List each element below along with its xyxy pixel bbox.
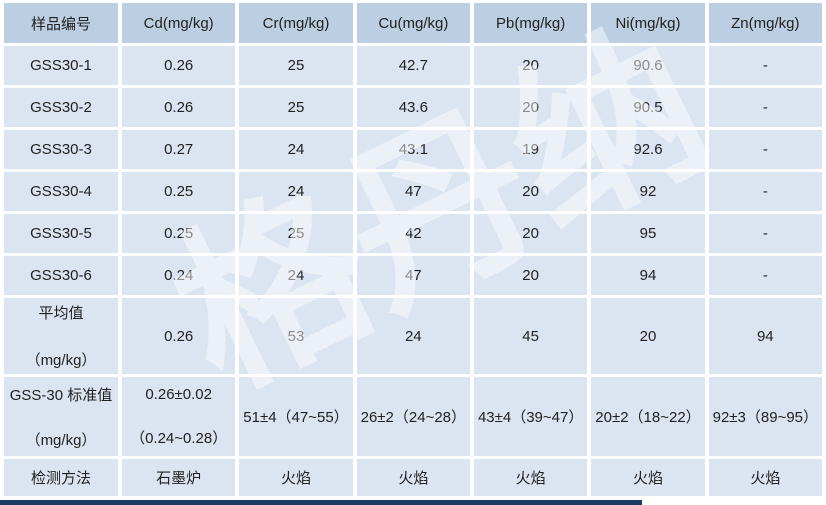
cell-zn: - (708, 46, 822, 85)
cell-pb: 20 (473, 172, 588, 211)
table-row-gss30-6: GSS30-6 0.24 24 47 20 94 - (4, 256, 822, 295)
cell-cr: 24 (239, 130, 353, 169)
row-label-cell: GSS-30 标准值 （mg/kg） (4, 377, 118, 456)
cell-cu: 24 (356, 298, 470, 374)
column-header-cd: Cd(mg/kg) (122, 3, 236, 43)
cell-zn: 94 (708, 298, 822, 374)
row-label-cell: GSS30-2 (4, 88, 118, 127)
std-label-line1: GSS-30 标准值 (9, 386, 113, 404)
column-header-zn: Zn(mg/kg) (708, 3, 822, 43)
cell-zn: - (708, 256, 822, 295)
row-label-cell: GSS30-4 (4, 172, 118, 211)
cell-cd: 0.25 (122, 214, 236, 253)
cell-cd: 0.27 (122, 130, 236, 169)
cell-pb: 20 (473, 46, 588, 85)
cell-ni: 20 (591, 298, 705, 374)
cell-cu: 26±2（24~28） (356, 377, 470, 456)
table-row-gss30-3: GSS30-3 0.27 24 43.1 19 92.6 - (4, 130, 822, 169)
cell-cr: 53 (239, 298, 353, 374)
cell-ni: 92.6 (591, 130, 705, 169)
row-label-cell: 检测方法 (4, 459, 118, 496)
cell-cu: 47 (356, 172, 470, 211)
cell-cr: 51±4（47~55） (239, 377, 353, 456)
cell-cu: 43.6 (356, 88, 470, 127)
cell-cu: 43.1 (356, 130, 470, 169)
avg-label-line2: （mg/kg） (25, 352, 97, 369)
cell-zn: - (708, 214, 822, 253)
cell-cr: 25 (239, 88, 353, 127)
cell-cd: 0.26±0.02 （0.24~0.28） (122, 377, 236, 456)
table-row-standard-value: GSS-30 标准值 （mg/kg） 0.26±0.02 （0.24~0.28）… (4, 377, 822, 456)
cell-cu: 47 (356, 256, 470, 295)
table-row-method: 检测方法 石墨炉 火焰 火焰 火焰 火焰 火焰 (4, 459, 822, 496)
table-row-gss30-2: GSS30-2 0.26 25 43.6 20 90.5 - (4, 88, 822, 127)
column-header-sample-id: 样品编号 (4, 3, 118, 43)
cell-pb: 19 (473, 130, 588, 169)
cell-zn: - (708, 172, 822, 211)
std-label-line2: （mg/kg） (25, 431, 97, 449)
cell-cr: 24 (239, 256, 353, 295)
cell-cd: 石墨炉 (122, 459, 236, 496)
column-header-ni: Ni(mg/kg) (591, 3, 705, 43)
cell-cd: 0.26 (122, 88, 236, 127)
column-header-pb: Pb(mg/kg) (473, 3, 588, 43)
std-cd-line2: （0.24~0.28） (130, 429, 228, 447)
cell-cr: 25 (239, 214, 353, 253)
std-cd-line1: 0.26±0.02 (145, 385, 212, 403)
row-label-cell: 平均值 （mg/kg） (4, 298, 118, 374)
cell-cr: 火焰 (239, 459, 353, 496)
avg-label-line1: 平均值 (38, 305, 84, 322)
cell-pb: 20 (473, 256, 588, 295)
row-label-cell: GSS30-3 (4, 130, 118, 169)
cell-cu: 42.7 (356, 46, 470, 85)
cell-ni: 94 (591, 256, 705, 295)
row-label-cell: GSS30-6 (4, 256, 118, 295)
cell-pb: 43±4（39~47） (473, 377, 588, 456)
cell-cd: 0.25 (122, 172, 236, 211)
row-label-cell: GSS30-1 (4, 46, 118, 85)
cell-zn: - (708, 130, 822, 169)
cell-pb: 45 (473, 298, 588, 374)
cell-cd: 0.26 (122, 46, 236, 85)
cell-ni: 20±2（18~22） (591, 377, 705, 456)
cell-cu: 42 (356, 214, 470, 253)
table-row-gss30-1: GSS30-1 0.26 25 42.7 20 90.6 - (4, 46, 822, 85)
column-header-cr: Cr(mg/kg) (239, 3, 353, 43)
table-row-average: 平均值 （mg/kg） 0.26 53 24 45 20 94 (4, 298, 822, 374)
table-row-gss30-5: GSS30-5 0.25 25 42 20 95 - (4, 214, 822, 253)
cell-cd: 0.24 (122, 256, 236, 295)
cell-ni: 92 (591, 172, 705, 211)
cell-ni: 火焰 (591, 459, 705, 496)
cell-zn: 火焰 (708, 459, 822, 496)
cell-zn: - (708, 88, 822, 127)
cell-pb: 20 (473, 88, 588, 127)
cell-cr: 24 (239, 172, 353, 211)
row-label-cell: GSS30-5 (4, 214, 118, 253)
cell-ni: 95 (591, 214, 705, 253)
column-header-cu: Cu(mg/kg) (356, 3, 470, 43)
cell-zn: 92±3（89~95） (708, 377, 822, 456)
header-row: 样品编号 Cd(mg/kg) Cr(mg/kg) Cu(mg/kg) Pb(mg… (4, 3, 822, 43)
cell-cr: 25 (239, 46, 353, 85)
cell-pb: 火焰 (473, 459, 588, 496)
bottom-accent-line (0, 500, 642, 505)
cell-cu: 火焰 (356, 459, 470, 496)
cell-cd: 0.26 (122, 298, 236, 374)
cell-ni: 90.6 (591, 46, 705, 85)
table-row-gss30-4: GSS30-4 0.25 24 47 20 92 - (4, 172, 822, 211)
cell-pb: 20 (473, 214, 588, 253)
cell-ni: 90.5 (591, 88, 705, 127)
